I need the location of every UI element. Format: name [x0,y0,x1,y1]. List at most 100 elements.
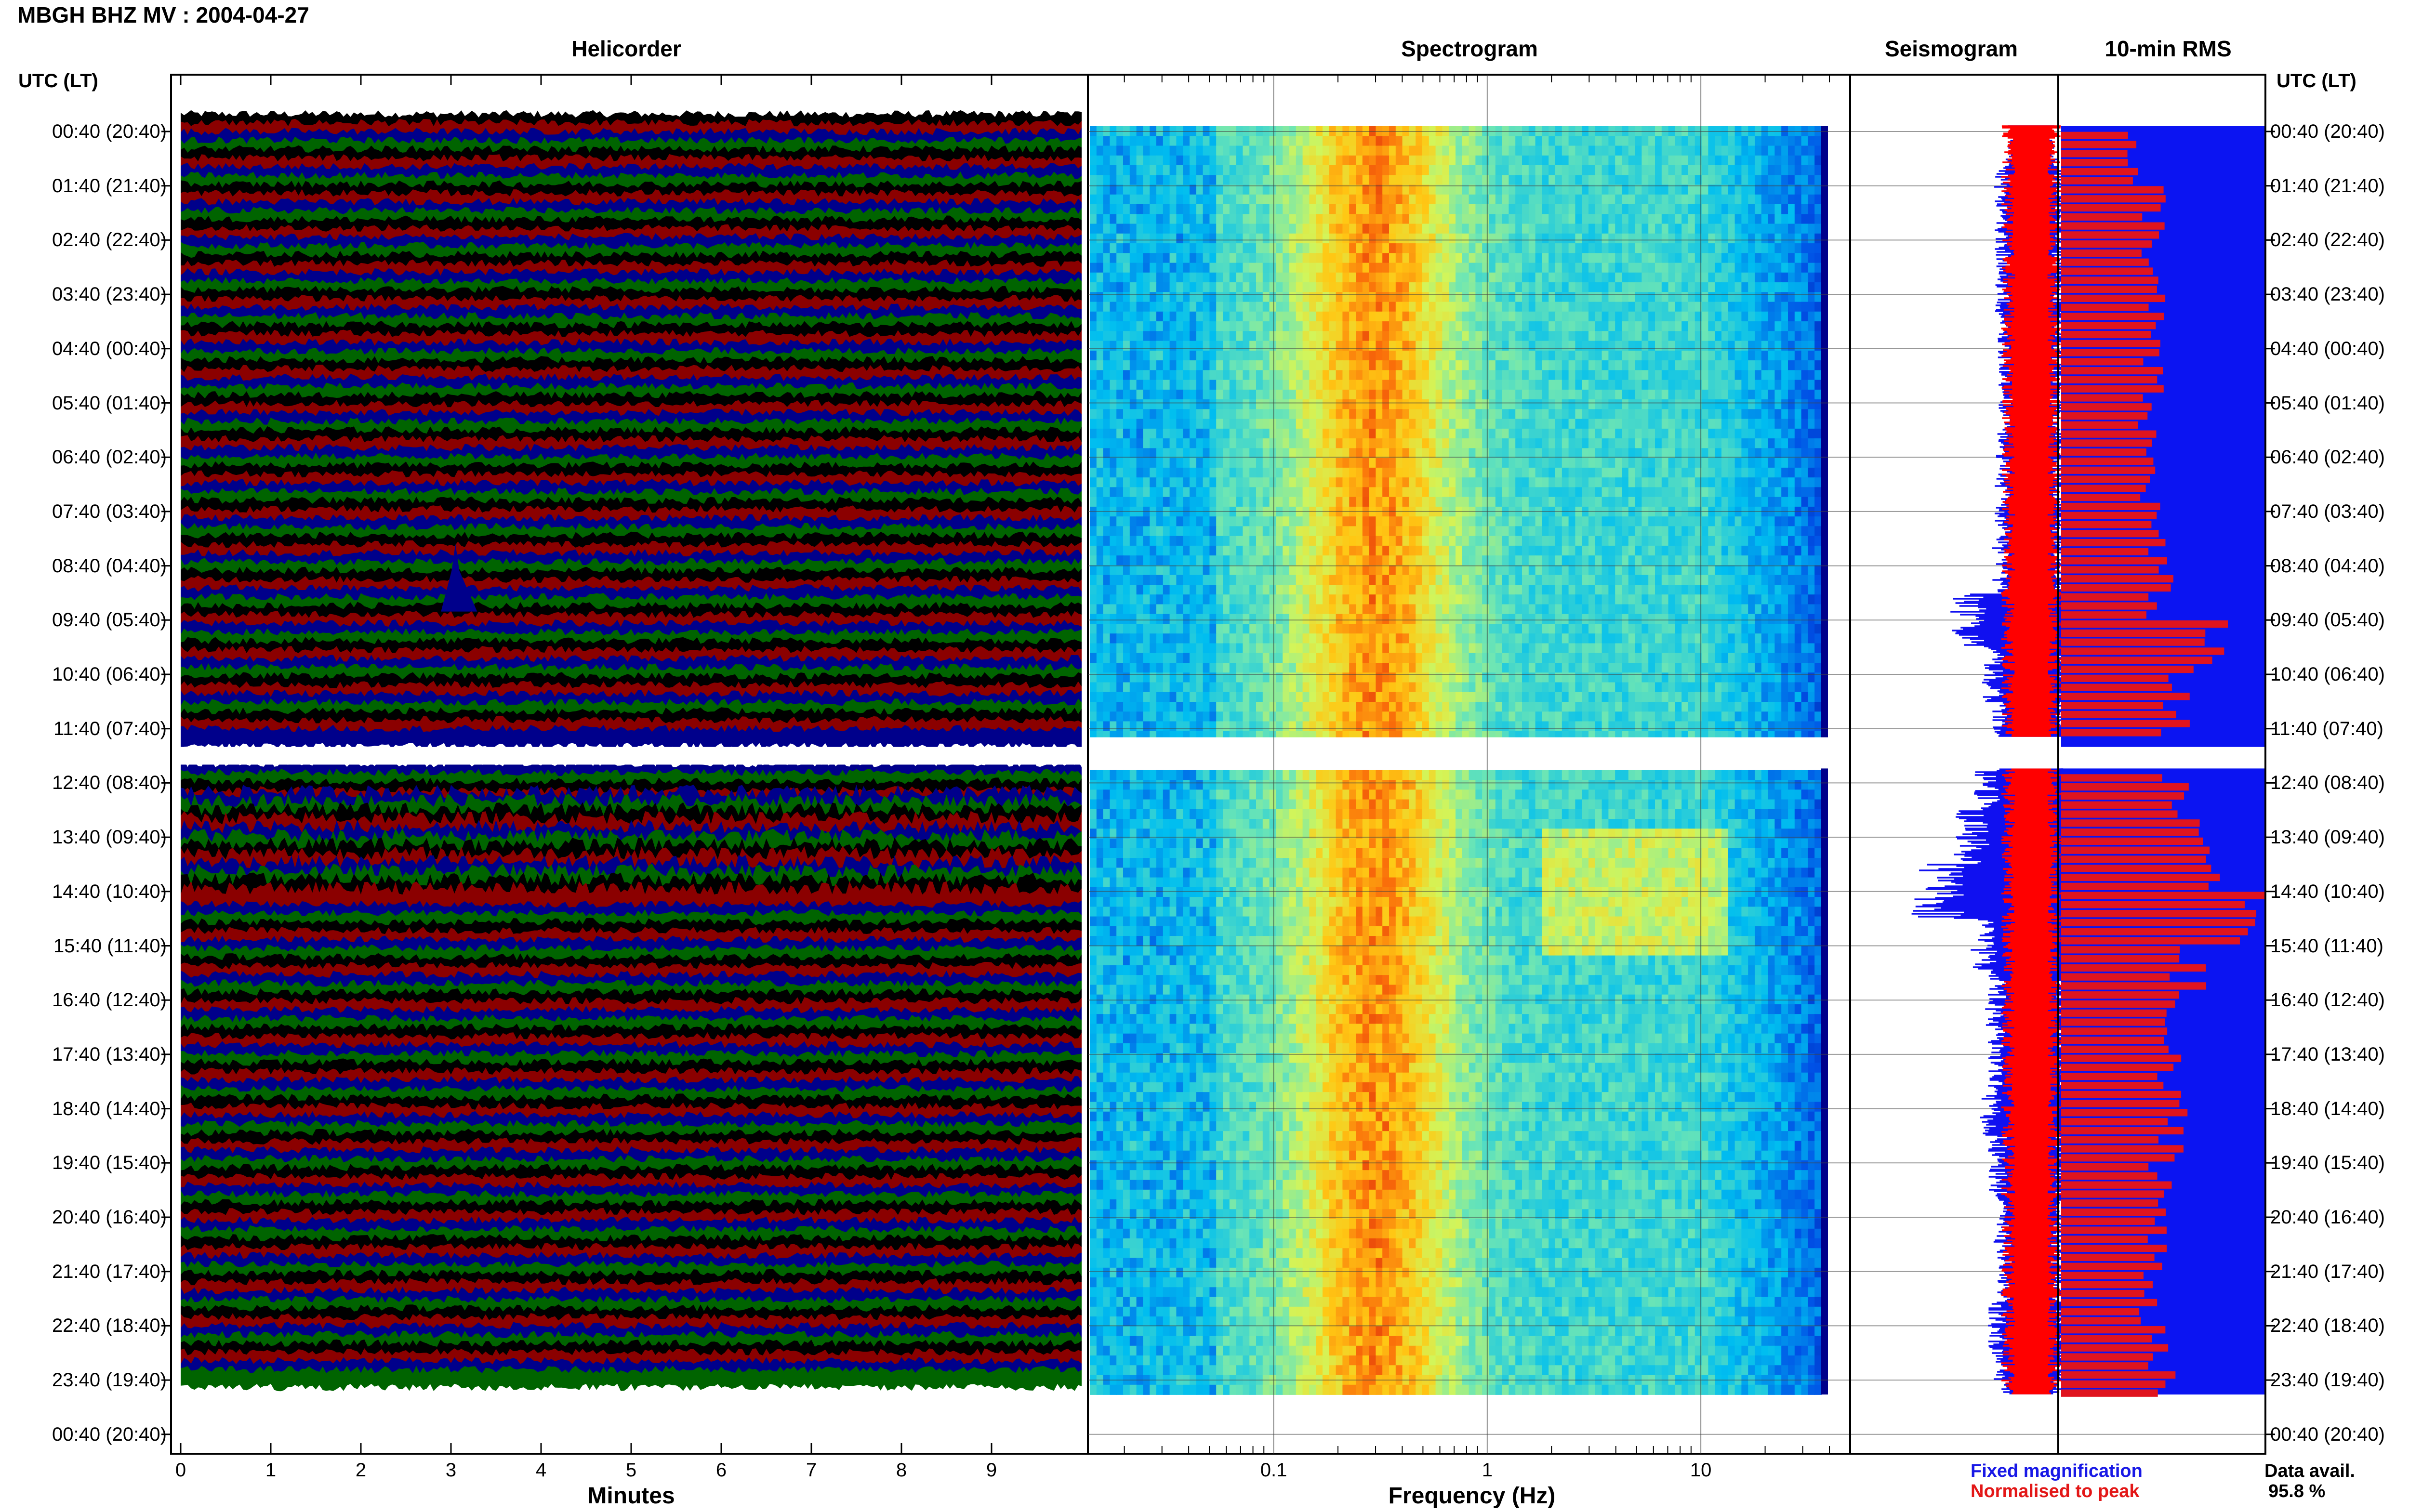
rms-bar [2061,1154,2175,1162]
rms-bar [2061,575,2173,583]
rms-bar [2061,475,2150,483]
time-label-right: 21:40 (17:40) [2270,1261,2385,1282]
rms-bar [2061,1163,2149,1171]
time-label-left: 02:40 (22:40) [52,229,167,251]
rms-bar [2061,657,2212,664]
rms-bar [2061,403,2152,411]
rms-bar [2061,330,2151,339]
rms-bar [2061,267,2153,275]
rms-bar [2061,530,2159,538]
rms-bar [2061,322,2156,329]
legend-normalised: Normalised to peak [1971,1481,2140,1501]
rms-bar [2061,177,2133,184]
rms-bar [2061,828,2199,836]
time-label-left: 20:40 (16:40) [52,1207,167,1228]
helicorder-tick-label: 9 [986,1459,997,1481]
rms-bar [2061,258,2149,266]
rms-bar [2061,539,2166,547]
helicorder-tick-label: 5 [625,1459,637,1481]
rms-bar [2061,693,2190,700]
time-label-right: 16:40 (12:40) [2270,989,2385,1011]
time-label-left: 18:40 (14:40) [52,1098,167,1119]
time-label-left: 11:40 (07:40) [53,718,167,739]
time-label-left: 21:40 (17:40) [52,1261,167,1282]
rms-bar [2061,493,2141,501]
rms-bar [2061,186,2164,194]
rms-bar [2061,548,2149,555]
rms-bar [2061,466,2156,474]
rms-bar [2061,1054,2182,1062]
rms-bar [2061,946,2180,954]
rms-bar [2061,448,2146,456]
rms-bar [2061,611,2146,619]
helicorder-trace [181,171,1082,197]
spectrogram-tick-label: 1 [1482,1459,1493,1481]
rms-bar [2061,638,2205,646]
seismogram-normalised-trace [2001,125,2062,1394]
rms-bar [2061,873,2220,881]
helicorder-traces [181,110,1082,1392]
rms-bar [2061,1136,2159,1144]
rms-bar [2061,557,2167,565]
rms-bar [2061,340,2160,347]
rms-bar [2061,521,2152,528]
time-label-right: 01:40 (21:40) [2270,175,2385,197]
rms-bar [2061,1172,2158,1180]
rms-bar [2061,584,2171,592]
rms-bar [2061,783,2189,791]
rms-bar [2061,249,2142,257]
rms-bar [2061,865,2211,872]
rms-bar [2061,231,2159,239]
rms-bar [2061,1389,2158,1397]
rms-bar [2061,240,2152,248]
rms-bar [2061,1299,2158,1306]
time-label-left: 14:40 (10:40) [52,881,167,902]
rms-bar [2061,430,2157,438]
rms-bar [2061,150,2128,158]
helicorder-title: Helicorder [571,36,681,61]
rms-bar [2061,1289,2144,1298]
time-label-right: 14:40 (10:40) [2270,881,2385,902]
time-label-right: 08:40 (04:40) [2270,555,2385,577]
time-label-left: 09:40 (05:40) [52,609,167,631]
rms-bar [2061,810,2178,818]
rms-bar [2061,1036,2164,1044]
rms-bar [2061,801,2172,809]
rms-bar [2061,141,2137,148]
rms-frame [2057,74,2266,1455]
time-label-left: 15:40 (11:40) [53,935,167,957]
rms-bar [2061,1145,2184,1153]
time-label-left: 08:40 (04:40) [52,555,167,577]
rms-bar [2061,1118,2168,1126]
rms-bar [2061,376,2158,384]
time-label-left: 01:40 (21:40) [52,175,167,197]
time-label-right: 17:40 (13:40) [2270,1043,2385,1065]
rms-bar [2061,1245,2167,1252]
seismogram-title: Seismogram [1884,36,2018,61]
time-label-right: 12:40 (08:40) [2270,772,2385,794]
spectrogram-tick-label: 10 [1690,1459,1712,1481]
rms-bar [2061,819,2200,827]
rms-bar [2061,1064,2174,1071]
rms-bar [2061,1217,2155,1225]
rms-bar [2061,620,2228,628]
rms-bar [2061,792,2184,800]
rms-bar [2061,674,2169,682]
rms-bar [2061,285,2157,293]
rms-title: 10-min RMS [2105,36,2232,61]
seismogram-gap [1850,737,2058,769]
rms-bar [2061,882,2209,890]
rms-bar [2061,1317,2141,1325]
time-label-right: 11:40 (07:40) [2270,718,2383,739]
rms-bar [2061,1262,2162,1270]
time-label-right: 09:40 (05:40) [2270,609,2385,631]
rms-bar [2061,1226,2167,1234]
rms-bar [2061,1073,2158,1080]
rms-bar [2061,1027,2168,1035]
rms-bar [2061,1109,2188,1117]
rms-bar [2061,892,2265,899]
rms-bar [2061,629,2206,637]
time-label-left: 06:40 (02:40) [52,447,167,468]
helicorder-trace [181,197,1082,224]
time-label-left: 04:40 (00:40) [52,338,167,359]
